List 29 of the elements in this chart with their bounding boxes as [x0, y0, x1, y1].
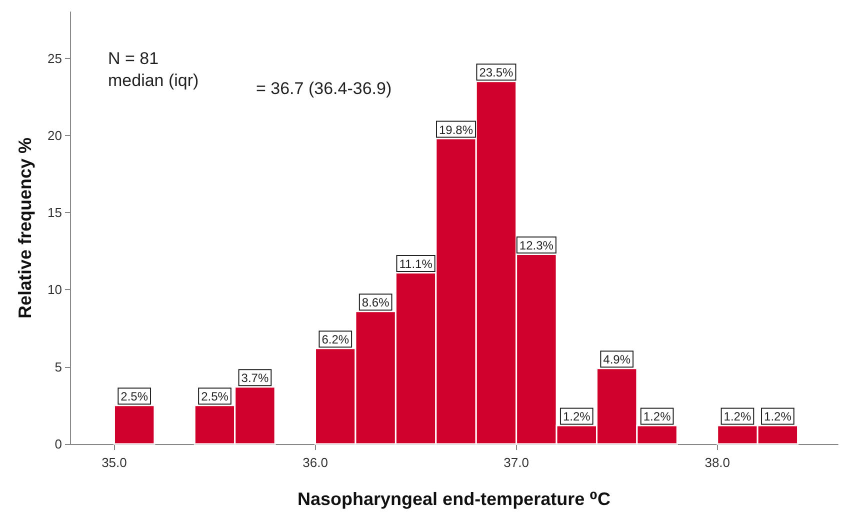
x-tick-label: 36.0 [302, 455, 328, 470]
data-label: 3.7% [241, 371, 269, 386]
data-label: 1.2% [643, 410, 672, 424]
annotation: N = 81 [108, 49, 159, 68]
x-tick-label: 37.0 [504, 455, 529, 470]
data-label: 12.3% [519, 238, 554, 252]
y-tick-label: 10 [48, 282, 62, 298]
data-label: 19.8% [438, 122, 474, 137]
data-label: 4.9% [603, 352, 631, 367]
x-tick-label: 38.0 [704, 455, 730, 470]
annotation: median (iqr) [108, 71, 199, 90]
data-label: 23.5% [479, 66, 514, 80]
data-label: 1.2% [562, 410, 591, 424]
annotation: = 36.7 (36.4-36.9) [256, 79, 392, 98]
y-tick-label: 15 [48, 205, 62, 220]
x-axis-title: Nasopharyngeal end-temperature ⁰C [298, 489, 610, 509]
data-label: 6.2% [322, 332, 350, 347]
data-label: 11.1% [399, 256, 433, 271]
data-label: 1.2% [724, 410, 752, 424]
y-tick-label: 20 [48, 128, 62, 143]
y-tick-label: 0 [54, 436, 62, 452]
y-tick-label: 5 [54, 359, 62, 374]
y-axis-title: Relative frequency % [15, 137, 35, 319]
x-tick-label: 35.0 [102, 455, 127, 470]
data-label: 8.6% [362, 296, 390, 310]
data-label: 2.5% [201, 390, 229, 404]
data-label: 1.2% [764, 410, 792, 424]
data-label: 2.5% [120, 390, 148, 404]
y-tick-label: 25 [48, 50, 62, 66]
